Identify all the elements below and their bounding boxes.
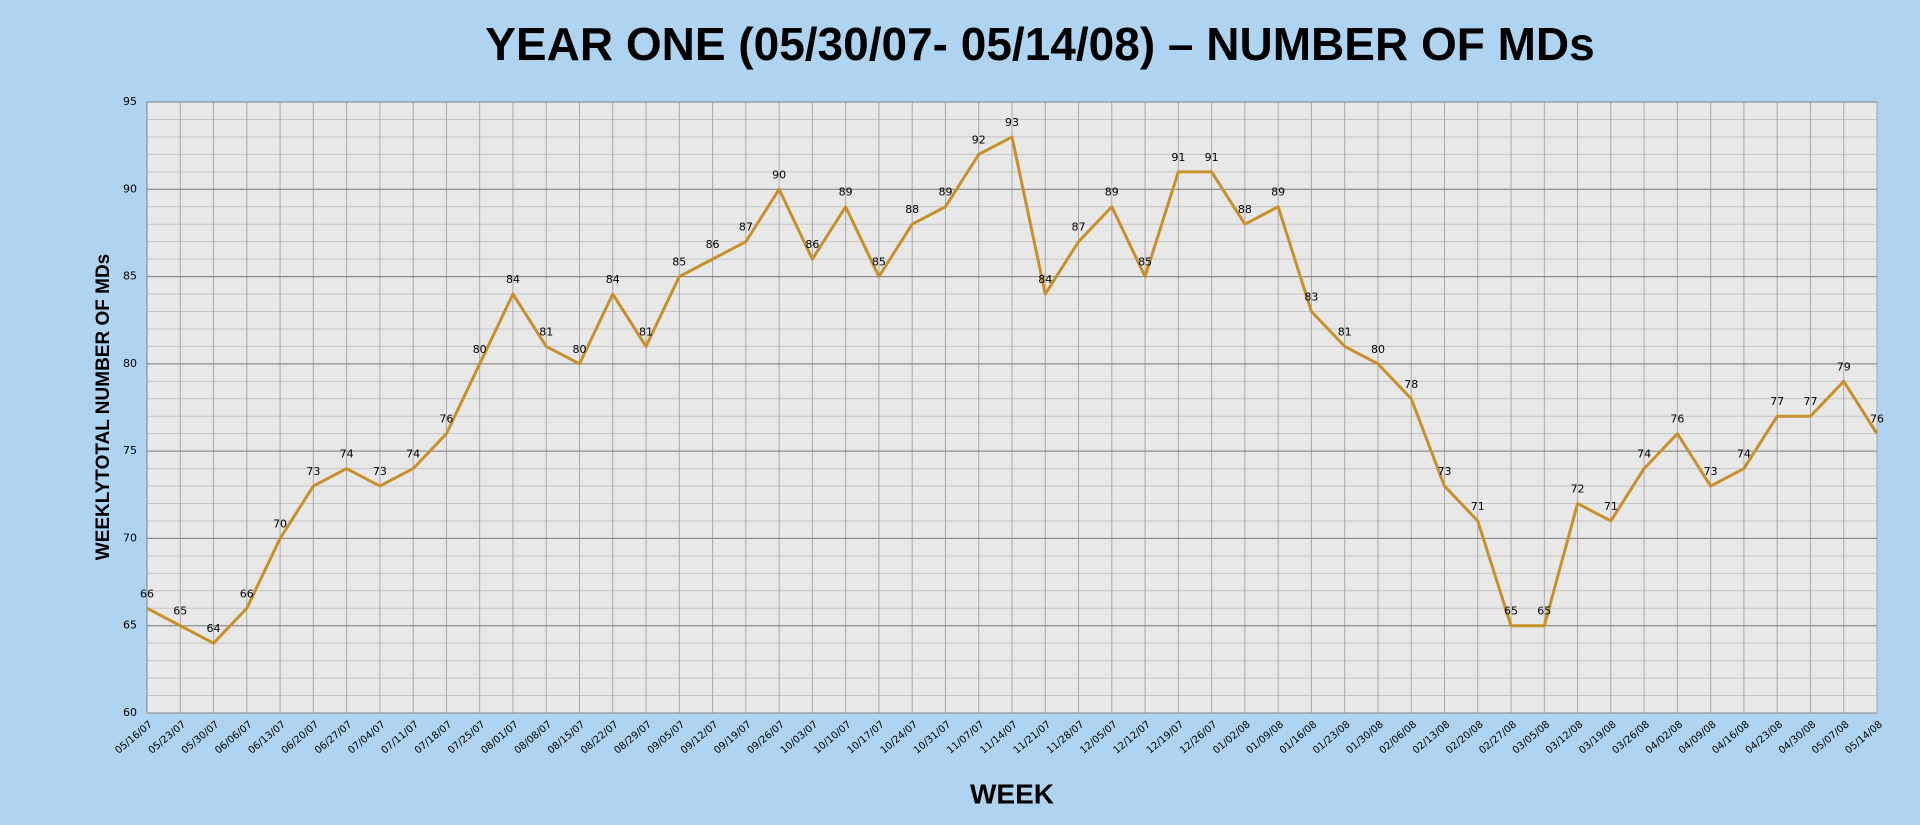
data-label: 66 xyxy=(240,587,254,600)
data-label: 73 xyxy=(306,465,320,478)
data-label: 85 xyxy=(872,256,886,269)
data-label: 86 xyxy=(706,238,720,251)
data-label: 65 xyxy=(173,605,187,618)
data-label: 84 xyxy=(506,273,520,286)
data-label: 86 xyxy=(805,238,819,251)
data-label: 93 xyxy=(1005,116,1019,129)
data-label: 89 xyxy=(1271,186,1285,199)
y-tick-label: 60 xyxy=(123,706,137,719)
data-label: 89 xyxy=(839,186,853,199)
data-label: 81 xyxy=(639,325,653,338)
data-label: 87 xyxy=(739,221,753,234)
data-label: 88 xyxy=(1238,203,1252,216)
data-label: 78 xyxy=(1404,378,1418,391)
data-label: 80 xyxy=(473,343,487,356)
data-label: 71 xyxy=(1471,500,1485,513)
data-label: 65 xyxy=(1537,605,1551,618)
data-label: 91 xyxy=(1205,151,1219,164)
y-tick-label: 80 xyxy=(123,357,137,370)
data-label: 91 xyxy=(1171,151,1185,164)
data-label: 73 xyxy=(1704,465,1718,478)
y-tick-label: 75 xyxy=(123,444,137,457)
chart-title: YEAR ONE (05/30/07- 05/14/08) – NUMBER O… xyxy=(485,18,1594,70)
data-label: 83 xyxy=(1304,290,1318,303)
data-label: 77 xyxy=(1770,395,1784,408)
data-label: 84 xyxy=(1038,273,1052,286)
data-label: 80 xyxy=(573,343,587,356)
x-axis-title: WEEK xyxy=(970,778,1054,809)
y-tick-label: 90 xyxy=(123,182,137,195)
data-label: 74 xyxy=(406,448,420,461)
data-label: 74 xyxy=(1637,448,1651,461)
data-label: 72 xyxy=(1571,483,1585,496)
data-label: 74 xyxy=(340,448,354,461)
data-label: 90 xyxy=(772,168,786,181)
y-axis-title: WEEKLYTOTAL NUMBER OF MDs xyxy=(93,254,114,560)
data-label: 84 xyxy=(606,273,620,286)
data-label: 74 xyxy=(1737,448,1751,461)
data-line xyxy=(146,135,1879,645)
data-label: 89 xyxy=(1105,186,1119,199)
data-label: 73 xyxy=(373,465,387,478)
data-label: 89 xyxy=(938,186,952,199)
data-label: 76 xyxy=(439,413,453,426)
data-label: 65 xyxy=(1504,605,1518,618)
data-label: 70 xyxy=(273,517,287,530)
y-tick-label: 85 xyxy=(123,270,137,283)
data-label: 79 xyxy=(1837,360,1851,373)
data-label: 76 xyxy=(1670,413,1684,426)
data-label: 85 xyxy=(1138,256,1152,269)
data-label: 80 xyxy=(1371,343,1385,356)
data-label: 87 xyxy=(1072,221,1086,234)
data-label: 85 xyxy=(672,256,686,269)
data-label: 71 xyxy=(1604,500,1618,513)
data-label: 66 xyxy=(140,587,154,600)
data-label: 77 xyxy=(1803,395,1817,408)
data-label: 73 xyxy=(1438,465,1452,478)
data-label: 92 xyxy=(972,133,986,146)
y-tick-label: 95 xyxy=(123,95,137,108)
data-label: 88 xyxy=(905,203,919,216)
data-label: 81 xyxy=(539,325,553,338)
data-label: 76 xyxy=(1870,413,1884,426)
data-label: 64 xyxy=(207,622,221,635)
y-tick-label: 70 xyxy=(123,531,137,544)
y-tick-label: 65 xyxy=(123,619,137,632)
data-label: 81 xyxy=(1338,325,1352,338)
